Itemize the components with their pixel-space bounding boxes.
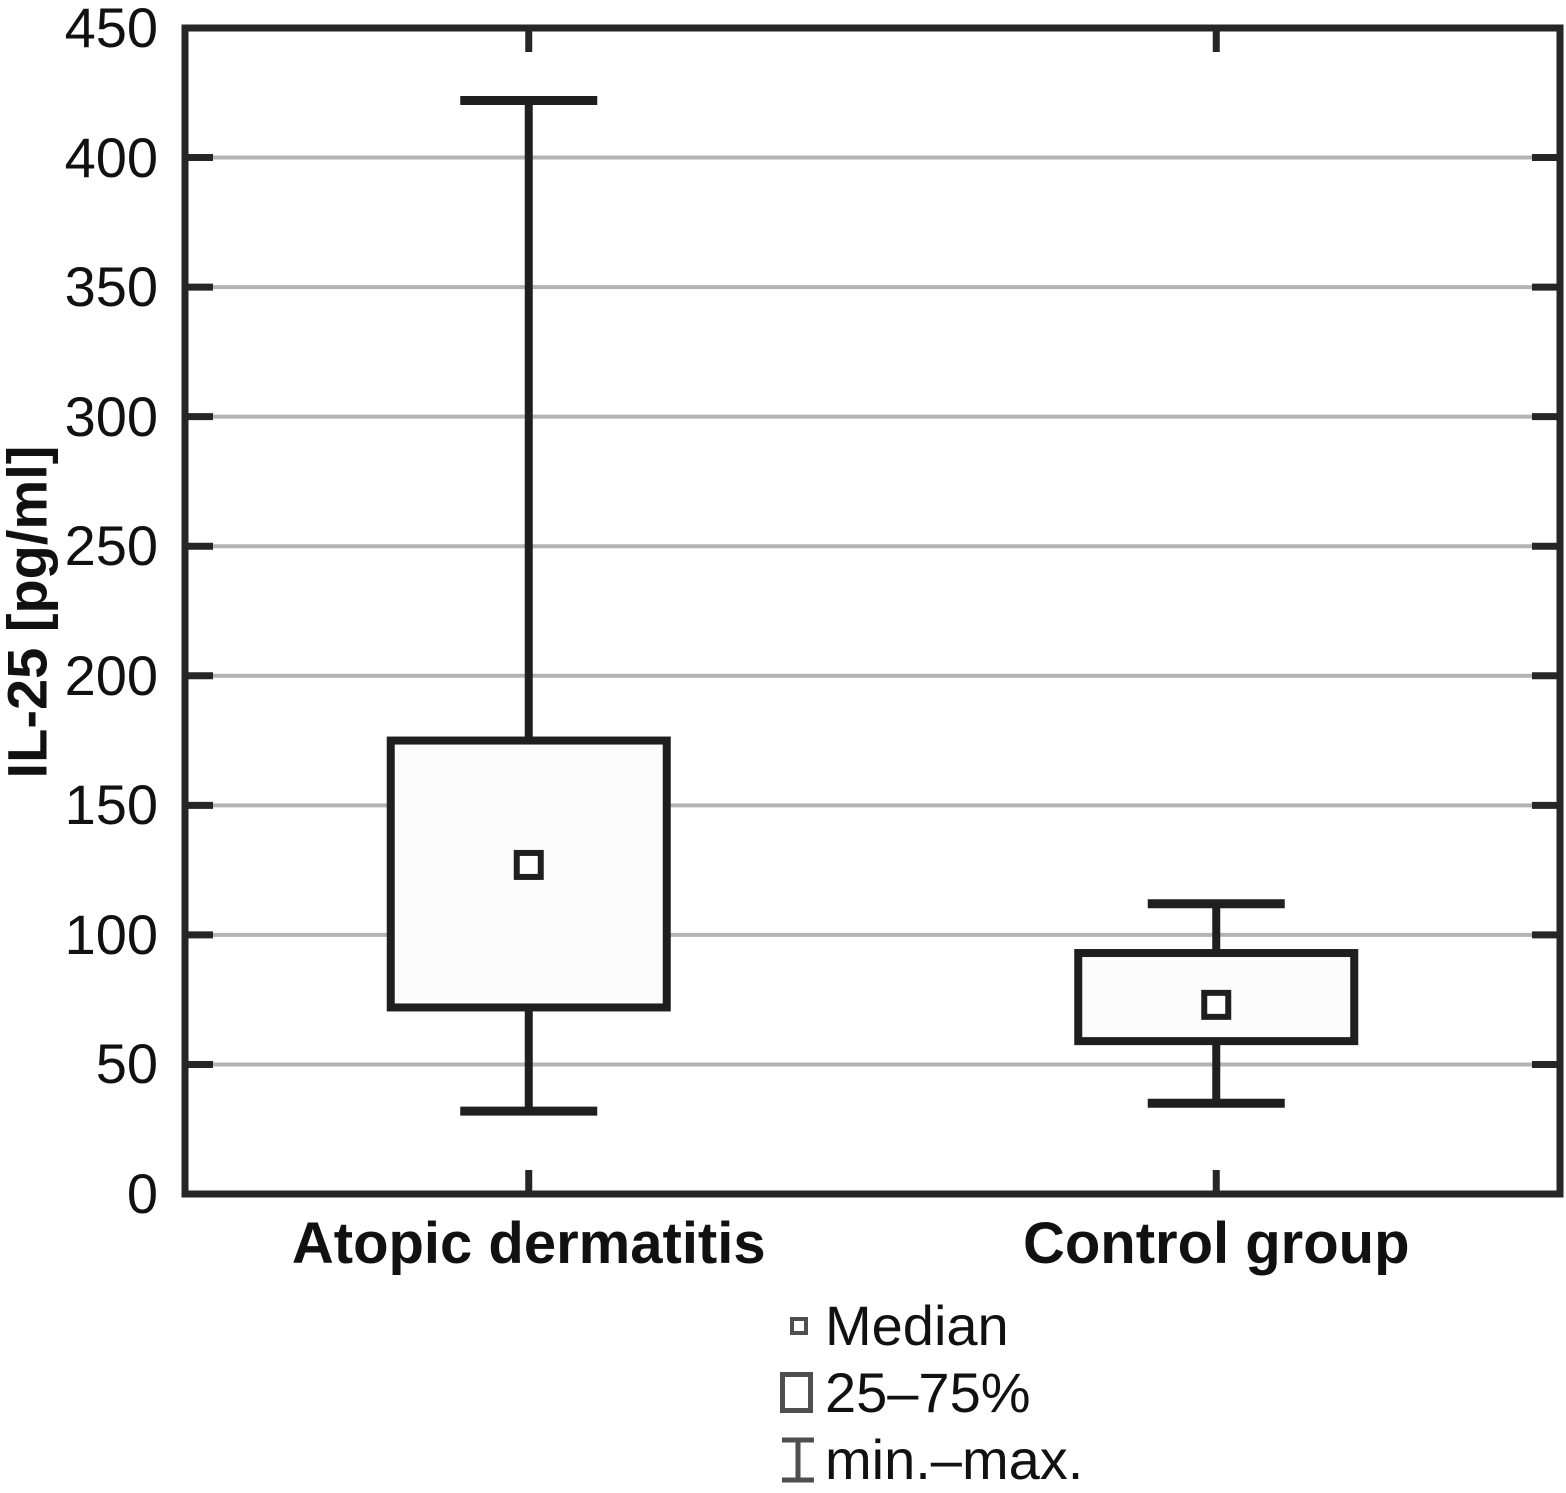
y-axis-tick-label: 400 (64, 125, 158, 189)
x-category-label: Control group (1022, 1211, 1410, 1276)
min-max-whisker-icon (779, 1436, 825, 1484)
x-category-label: Atopic dermatitis (291, 1211, 766, 1276)
median-marker (1201, 989, 1232, 1020)
legend-label: 25–75% (825, 1360, 1031, 1424)
plot-border (181, 24, 1564, 1198)
legend-label: Median (825, 1293, 1009, 1357)
legend-item-iqr: 25–75% (779, 1359, 1083, 1426)
legend-item-median: Median (779, 1292, 1083, 1359)
y-axis-tick-labels: 0 50 100 150 200 250 300 350 400 450 (0, 0, 158, 1477)
whisker-glyph (782, 1437, 814, 1482)
median-square-icon (779, 1316, 825, 1335)
y-axis-tick-label: 350 (64, 255, 158, 319)
y-axis-tick-label: 250 (64, 514, 158, 578)
y-axis-tick-label: 50 (95, 1032, 158, 1096)
iqr-box-icon (779, 1372, 825, 1413)
chart-legend: Median 25–75% min.–max. (779, 1292, 1083, 1493)
y-axis-tick-label: 100 (64, 902, 158, 966)
y-axis-tick-label: 200 (64, 643, 158, 707)
legend-label: min.–max. (825, 1427, 1084, 1491)
y-axis-tick-label: 0 (126, 1162, 158, 1225)
median-marker (513, 849, 544, 880)
y-axis-tick-label: 150 (64, 773, 158, 837)
y-axis-tick-label: 450 (64, 0, 158, 59)
y-axis-tick-label: 300 (64, 384, 158, 448)
legend-item-minmax: min.–max. (779, 1426, 1083, 1493)
